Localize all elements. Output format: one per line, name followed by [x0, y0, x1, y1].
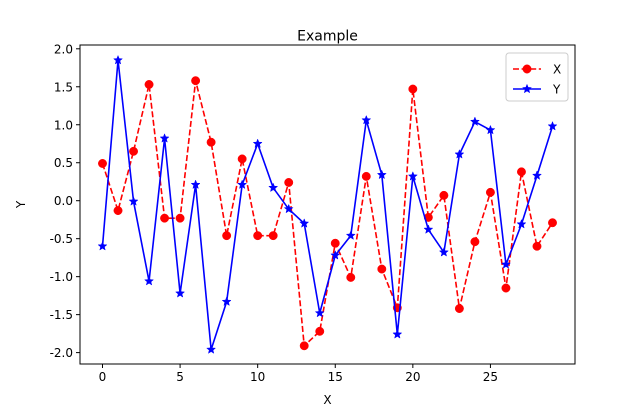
plot-area-background	[80, 45, 575, 364]
x-tick-label: 5	[176, 370, 184, 384]
series-x-point	[113, 206, 123, 216]
x-tick-label: 15	[328, 370, 343, 384]
series-x-point	[175, 213, 185, 223]
series-y-point	[423, 224, 434, 234]
series-x-point	[408, 84, 418, 94]
series-x-point	[268, 231, 278, 241]
x-axis-ticks: 0 5 10 15 20 25	[99, 364, 498, 384]
series-y-point	[97, 240, 108, 251]
legend-item-y-marker	[521, 83, 533, 94]
series-x-point	[299, 341, 309, 351]
series-y-point	[516, 218, 527, 229]
series-x-point	[191, 76, 201, 86]
series-x-point	[222, 231, 232, 241]
y-tick-label: -2.0	[50, 346, 73, 360]
series-y-point	[361, 114, 372, 125]
series-y-line	[101, 59, 554, 351]
chart-title: Example	[297, 29, 358, 45]
y-axis-ticks: -2.0 -1.5 -1.0 -0.5 0.0 0.5 1.0 1.5 2.0	[50, 42, 80, 360]
legend: XY	[505, 52, 569, 102]
series-y	[97, 54, 558, 354]
series-layer	[97, 54, 558, 354]
series-y-point	[314, 307, 325, 318]
series-x-point	[454, 304, 464, 314]
series-y-point	[299, 218, 310, 228]
series-x-point	[144, 80, 154, 89]
y-tick-label: 1.5	[54, 80, 73, 94]
series-y-point	[547, 120, 558, 131]
series-x-point	[237, 154, 247, 164]
series-y-point	[454, 149, 465, 159]
series-y-point	[407, 171, 418, 181]
legend-item-y: Y	[513, 83, 561, 97]
series-y-point	[144, 275, 155, 286]
series-y-point	[469, 116, 480, 126]
series-x-point	[501, 283, 511, 293]
series-x-point	[470, 237, 480, 247]
series-x-point	[548, 218, 557, 228]
series-x-point	[160, 213, 170, 223]
y-tick-label: -0.5	[50, 232, 73, 246]
series-x-point	[346, 272, 356, 282]
y-tick-label: -1.5	[50, 308, 73, 322]
series-x-point	[361, 171, 371, 181]
series-y-point	[392, 329, 403, 339]
series-x-point	[98, 159, 107, 168]
series-y-point	[175, 288, 186, 298]
series-y-point	[330, 250, 341, 260]
series-y-point	[268, 182, 279, 193]
series-y-point	[237, 179, 248, 190]
series-y-point	[345, 230, 356, 240]
series-x-point	[439, 190, 449, 200]
series-y-point	[283, 203, 294, 214]
series-y-point	[206, 344, 217, 354]
legend-item-x-marker	[522, 64, 532, 74]
series-x-point	[315, 326, 325, 336]
series-x	[98, 76, 557, 351]
series-y-point	[500, 259, 511, 269]
series-y-point	[190, 179, 201, 190]
y-tick-label: 1.0	[54, 118, 73, 132]
y-tick-label: -1.0	[50, 270, 73, 284]
series-x-point	[206, 137, 216, 147]
series-x-point	[485, 187, 495, 197]
series-y-point	[112, 54, 124, 65]
y-tick-label: 0.0	[54, 194, 73, 208]
x-tick-label: 0	[99, 370, 107, 384]
series-x-point	[129, 146, 138, 156]
x-tick-label: 25	[483, 370, 498, 384]
series-y-point	[128, 196, 139, 206]
plot-area	[80, 45, 575, 364]
series-y-point	[531, 170, 543, 180]
series-y-point	[252, 138, 263, 149]
x-tick-label: 20	[405, 370, 420, 384]
y-tick-label: 0.5	[54, 156, 73, 170]
legend-item-y-label: Y	[552, 83, 561, 97]
series-x-point	[517, 167, 526, 177]
legend-item-x: X	[513, 63, 561, 77]
legend-item-x-label: X	[553, 63, 561, 77]
x-axis-label: X	[323, 393, 331, 407]
series-x-point	[532, 241, 542, 251]
series-y-point	[221, 296, 232, 306]
series-x-point	[253, 231, 263, 241]
series-y-point	[438, 247, 449, 257]
y-axis-label: Y	[14, 200, 28, 209]
series-y-point	[376, 169, 387, 180]
series-x-point	[330, 238, 340, 248]
plot-frame	[79, 44, 576, 365]
series-x-point	[377, 264, 387, 274]
series-y-point	[159, 133, 170, 143]
series-x-point	[284, 178, 294, 187]
y-tick-label: 2.0	[54, 42, 73, 56]
series-y-point	[485, 124, 496, 135]
x-tick-label: 10	[250, 370, 265, 384]
